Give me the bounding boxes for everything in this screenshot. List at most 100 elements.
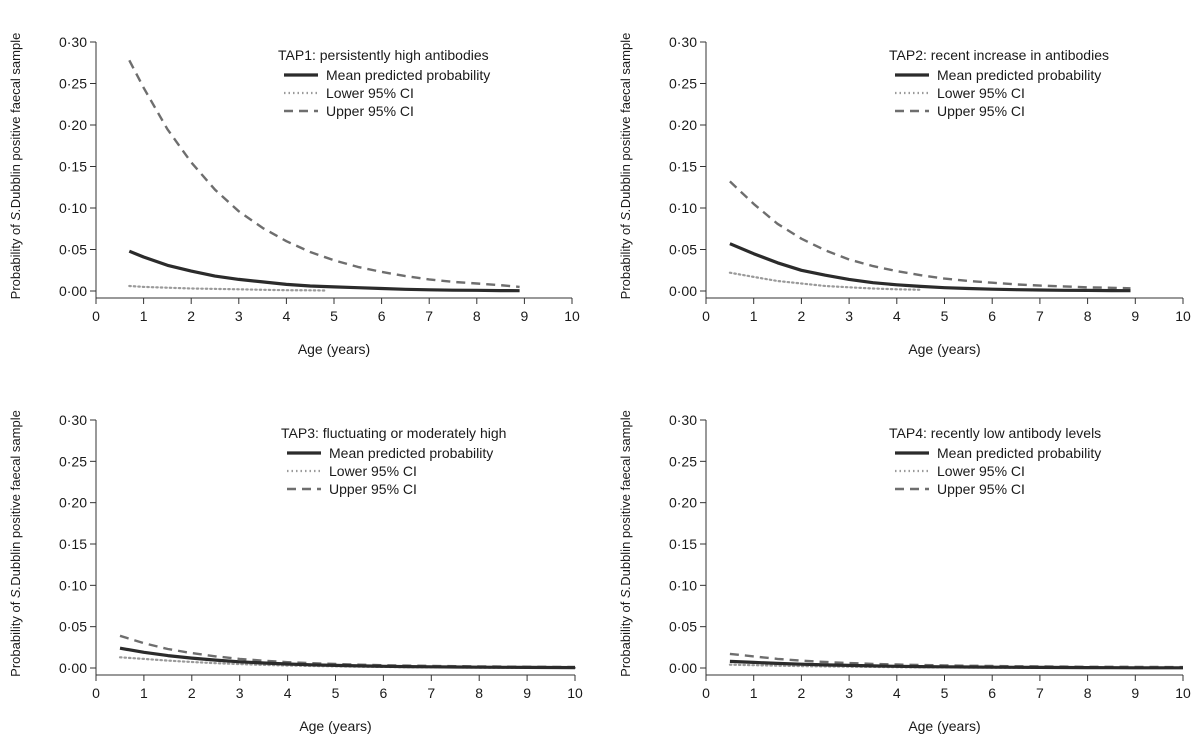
y-tick-label: 0·25 [669, 76, 697, 92]
y-axis-label-italic: S. [8, 586, 23, 598]
y-tick-label: 0·25 [669, 453, 697, 469]
series-line-upper-95-ci [729, 180, 1131, 290]
legend-title: TAP4: recently low antibody levels [889, 425, 1101, 441]
y-axis-label-suffix: Dubblin positive faecal sample [618, 33, 633, 209]
y-axis-label-prefix: Probability of [618, 598, 633, 677]
legend-label: Mean predicted probability [326, 67, 490, 83]
y-tick-label: 0·15 [669, 159, 697, 175]
y-tick-label: 0·10 [669, 577, 697, 593]
x-tick-label: 10 [1175, 308, 1191, 324]
x-tick-label: 10 [564, 308, 580, 324]
x-tick-label: 4 [283, 308, 291, 324]
x-tick-label: 8 [473, 308, 481, 324]
chart-panel-2: 0·00 0·05 0·10 0·15 0·20 0·25 0·30 0 1 2 3 4 5 6 7 8 9 10… [618, 33, 1191, 357]
series-line-mean-predicted-probability [729, 659, 1183, 670]
y-tick-label: 0·20 [59, 117, 87, 133]
y-axis-label: Probability of S.Dubblin positive faecal… [618, 33, 633, 300]
y-axis-label: Probability of S.Dubblin positive faecal… [8, 33, 23, 300]
x-tick-label: 4 [284, 685, 292, 701]
legend-label: Lower 95% CI [937, 85, 1025, 101]
x-tick-label: 8 [475, 685, 483, 701]
chart-panel-3: 0·00 0·05 0·10 0·15 0·20 0·25 0·30 0 1 2 3 4 5 6 7 8 9 10… [8, 410, 583, 734]
y-tick-label: 0·05 [59, 619, 87, 635]
legend-label: Upper 95% CI [937, 481, 1025, 497]
y-tick-label: 0·10 [59, 200, 87, 216]
y-tick-label: 0·10 [669, 200, 697, 216]
x-tick-label: 1 [140, 685, 148, 701]
y-tick-label: 0·20 [669, 117, 697, 133]
y-tick-label: 0·25 [59, 453, 87, 469]
x-tick-label: 3 [845, 685, 853, 701]
y-tick-label: 0·00 [59, 660, 87, 676]
legend-label: Lower 95% CI [326, 85, 414, 101]
x-tick-label: 8 [1084, 308, 1092, 324]
x-axis-label: Age (years) [908, 341, 980, 357]
legend-label: Lower 95% CI [937, 463, 1025, 479]
y-tick-label: 0·00 [669, 283, 697, 299]
x-tick-label: 3 [236, 685, 244, 701]
x-tick-label: 2 [188, 685, 196, 701]
x-tick-label: 1 [750, 685, 758, 701]
series-line-mean-predicted-probability [128, 249, 520, 293]
chart-panel-4: 0·00 0·05 0·10 0·15 0·20 0·25 0·30 0 1 2 3 4 5 6 7 8 9 10… [618, 410, 1191, 734]
y-axis-label: Probability of S.Dubblin positive faecal… [618, 410, 633, 677]
x-tick-label: 7 [425, 308, 433, 324]
y-axis-label-italic: S. [618, 208, 633, 220]
y-axis-label-prefix: Probability of [8, 221, 23, 300]
legend-label: Upper 95% CI [326, 103, 414, 119]
y-tick-label: 0·25 [59, 76, 87, 92]
x-tick-label: 3 [235, 308, 243, 324]
x-tick-label: 0 [702, 308, 710, 324]
x-tick-label: 0 [92, 685, 100, 701]
x-tick-label: 4 [893, 308, 901, 324]
x-axis-label: Age (years) [298, 341, 370, 357]
legend-label: Mean predicted probability [937, 67, 1101, 83]
x-tick-label: 5 [941, 308, 949, 324]
x-tick-label: 9 [523, 685, 531, 701]
x-tick-label: 3 [845, 308, 853, 324]
y-tick-label: 0·05 [669, 242, 697, 258]
x-tick-label: 2 [798, 308, 806, 324]
x-tick-label: 7 [1036, 685, 1044, 701]
x-tick-label: 6 [988, 685, 996, 701]
legend-label: Upper 95% CI [937, 103, 1025, 119]
series-line-mean-predicted-probability [729, 242, 1131, 293]
x-tick-label: 6 [378, 308, 386, 324]
x-tick-label: 10 [567, 685, 583, 701]
x-tick-label: 2 [187, 308, 195, 324]
legend-label: Upper 95% CI [329, 481, 417, 497]
x-tick-label: 6 [380, 685, 388, 701]
x-axis-label: Age (years) [908, 718, 980, 734]
y-tick-label: 0·00 [669, 660, 697, 676]
series-line-lower-95-ci [128, 284, 326, 292]
x-tick-label: 6 [988, 308, 996, 324]
y-tick-label: 0·15 [59, 159, 87, 175]
x-tick-label: 2 [798, 685, 806, 701]
legend-title: TAP3: fluctuating or moderately high [281, 425, 506, 441]
x-tick-label: 4 [893, 685, 901, 701]
x-tick-label: 9 [1131, 308, 1139, 324]
x-tick-label: 7 [427, 685, 435, 701]
y-tick-label: 0·30 [669, 412, 697, 428]
y-tick-label: 0·30 [59, 412, 87, 428]
y-tick-label: 0·05 [59, 242, 87, 258]
y-tick-label: 0·15 [59, 536, 87, 552]
x-tick-label: 9 [521, 308, 529, 324]
x-tick-label: 0 [702, 685, 710, 701]
y-tick-label: 0·30 [669, 34, 697, 50]
series-line-lower-95-ci [728, 271, 922, 291]
y-axis-label-suffix: Dubblin positive faecal sample [8, 410, 23, 586]
x-tick-label: 10 [1175, 685, 1191, 701]
legend-label: Mean predicted probability [937, 445, 1101, 461]
legend-label: Lower 95% CI [329, 463, 417, 479]
x-tick-label: 5 [330, 308, 338, 324]
x-tick-label: 9 [1131, 685, 1139, 701]
y-axis-label-italic: S. [618, 586, 633, 598]
legend-title: TAP2: recent increase in antibodies [889, 47, 1109, 63]
y-axis-label: Probability of S.Dubblin positive faecal… [8, 410, 23, 677]
x-tick-label: 8 [1084, 685, 1092, 701]
x-tick-label: 5 [332, 685, 340, 701]
y-tick-label: 0·10 [59, 577, 87, 593]
legend-label: Mean predicted probability [329, 445, 493, 461]
